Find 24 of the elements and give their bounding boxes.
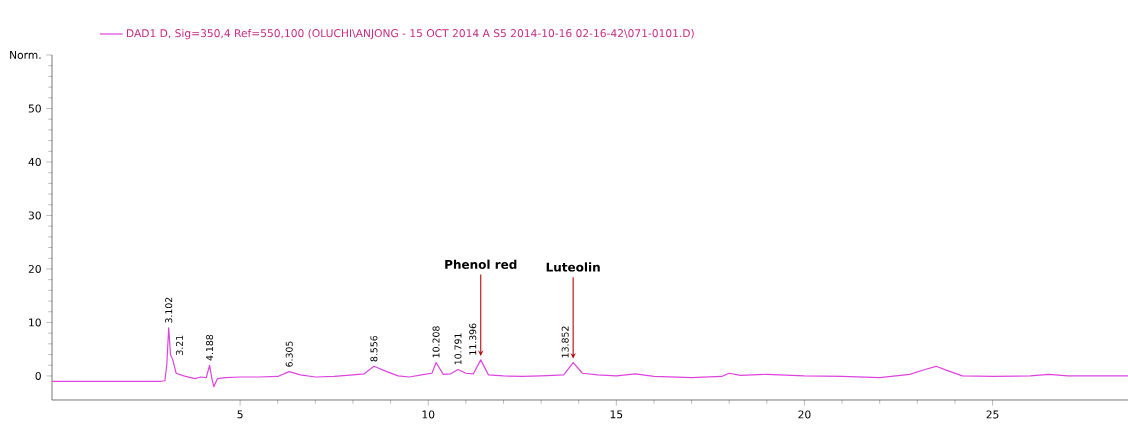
y-tick-label: 40	[28, 157, 41, 166]
y-tick-label: 0	[35, 371, 41, 380]
annotation: 10.791	[454, 333, 462, 365]
x-tick-label: 10	[422, 410, 435, 419]
y-tick-label: Norm.	[10, 51, 41, 59]
x-tick-label: 5	[237, 410, 243, 419]
x-tick-label: 25	[986, 410, 999, 419]
annotation: Luteolin	[546, 262, 600, 272]
x-tick-label: 20	[798, 410, 811, 419]
y-tick-label: 10	[29, 318, 41, 327]
y-tick-label: 30	[28, 211, 41, 220]
annotation: 10.208	[432, 326, 440, 358]
annotation: 13.852	[561, 326, 569, 358]
y-tick-label: 20	[28, 264, 41, 273]
annotation: 3.102	[165, 297, 173, 323]
y-tick-label: 50	[28, 104, 41, 113]
annotation: 11.396	[469, 323, 477, 355]
legend-label: DAD1 D, Sig=350,4 Ref=550,100 (OLUCHI\ANJONG - 15 OCT 2014 A S5 2014-10-16 02-16-42\071-0101.D)	[126, 28, 694, 40]
annotation: 4.188	[206, 334, 214, 361]
x-tick-label: 15	[610, 410, 623, 419]
annotation: Phenol red	[445, 259, 517, 269]
annotation: 6.305	[285, 341, 293, 367]
annotation: 3.21	[175, 335, 183, 355]
annotation: 8.556	[370, 335, 378, 362]
